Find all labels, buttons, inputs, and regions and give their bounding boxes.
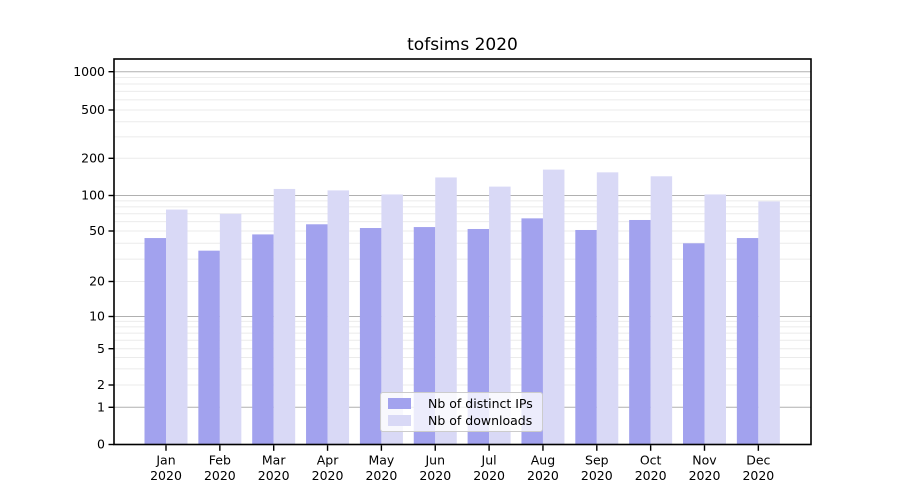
x-tick-label-month: Jun: [424, 453, 445, 468]
bar-downloads-oct: [650, 176, 673, 445]
legend-item-downloads: Nb of downloads: [388, 412, 542, 429]
x-tick-label-month: Feb: [209, 453, 231, 468]
x-tick-label-month: Jul: [481, 453, 497, 468]
x-tick-label-month: Nov: [692, 453, 717, 468]
x-tick-label-year: 2020: [635, 468, 667, 483]
bar-distinct-ips-jan: [144, 238, 166, 445]
x-tick-label-year: 2020: [258, 468, 290, 483]
bar-distinct-ips-mar: [252, 234, 274, 445]
x-tick-label-year: 2020: [581, 468, 613, 483]
bar-distinct-ips-dec: [736, 238, 759, 445]
x-tick-label-month: Oct: [640, 453, 662, 468]
legend-swatch-downloads: [388, 415, 411, 427]
bar-downloads-jan: [166, 209, 188, 445]
x-tick-label-year: 2020: [312, 468, 344, 483]
x-tick-label-month: Sep: [585, 453, 609, 468]
bar-distinct-ips-nov: [683, 243, 705, 445]
bar-downloads-nov: [704, 194, 726, 445]
bar-downloads-apr: [327, 190, 350, 445]
legend-label-downloads: Nb of downloads: [428, 413, 533, 429]
x-tick-label-year: 2020: [527, 468, 559, 483]
bar-downloads-aug: [542, 169, 565, 445]
x-tick-label-year: 2020: [150, 468, 182, 483]
bar-downloads-feb: [219, 213, 242, 445]
bar-downloads-sep: [596, 172, 619, 445]
bar-distinct-ips-may: [359, 228, 382, 445]
x-tick-label-year: 2020: [473, 468, 505, 483]
y-tick-label: 20: [89, 274, 105, 289]
bar-downloads-jun: [435, 177, 457, 445]
y-tick-label: 100: [81, 188, 105, 203]
bar-distinct-ips-jul: [467, 228, 490, 445]
x-tick-label-year: 2020: [689, 468, 721, 483]
y-tick-label: 1000: [73, 64, 105, 79]
bar-distinct-ips-feb: [198, 250, 220, 445]
bar-distinct-ips-jun: [413, 227, 436, 445]
x-tick-label-year: 2020: [742, 468, 774, 483]
legend: Nb of distinct IPs Nb of downloads: [380, 392, 543, 432]
x-tick-label-month: Apr: [317, 453, 339, 468]
y-tick-label: 50: [89, 223, 105, 238]
legend-swatch-distinct-ips: [388, 397, 411, 409]
bar-distinct-ips-oct: [629, 219, 651, 445]
chart-title: tofsims 2020: [407, 35, 518, 55]
bar-downloads-dec: [758, 201, 780, 445]
y-tick-label: 200: [81, 151, 105, 166]
bar-distinct-ips-aug: [521, 218, 543, 445]
y-tick-label: 0: [97, 437, 105, 452]
x-tick-label-year: 2020: [204, 468, 236, 483]
bar-downloads-jul: [489, 186, 511, 445]
x-tick-label-year: 2020: [419, 468, 451, 483]
plot-border: [113, 58, 812, 446]
x-tick-label-month: Dec: [746, 453, 770, 468]
x-tick-label-month: Mar: [262, 453, 286, 468]
y-tick-label: 5: [97, 341, 105, 356]
legend-item-distinct-ips: Nb of distinct IPs: [388, 395, 542, 412]
x-tick-label-month: May: [368, 453, 394, 468]
x-tick-label-month: Aug: [531, 453, 555, 468]
x-tick-label-year: 2020: [365, 468, 397, 483]
legend-label-distinct-ips: Nb of distinct IPs: [428, 395, 533, 411]
y-tick-label: 10: [89, 309, 105, 324]
bar-downloads-mar: [273, 188, 296, 445]
bar-distinct-ips-sep: [575, 229, 597, 445]
bar-downloads-may: [381, 194, 403, 445]
y-tick-label: 1: [97, 400, 105, 415]
y-tick-label: 2: [97, 377, 105, 392]
bar-distinct-ips-apr: [306, 224, 328, 445]
x-tick-label-month: Jan: [155, 453, 175, 468]
y-tick-label: 500: [81, 102, 105, 117]
